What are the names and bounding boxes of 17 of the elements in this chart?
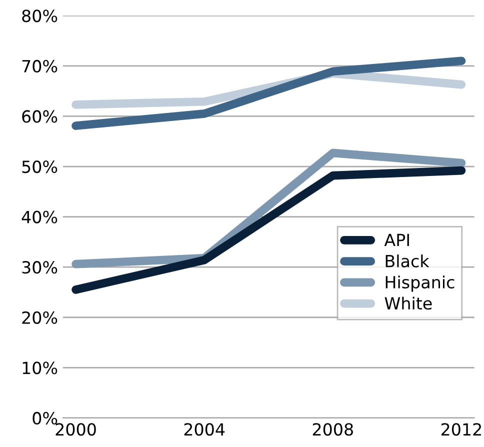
y-tick-label: 10% xyxy=(22,362,58,374)
x-tick-label: 2004 xyxy=(184,423,225,436)
legend-label: API xyxy=(384,234,409,246)
y-tick-label: 0% xyxy=(32,412,58,425)
legend-label: White xyxy=(384,296,432,310)
y-tick-label: 30% xyxy=(22,261,58,274)
x-tick-label: 2000 xyxy=(56,423,96,436)
y-tick-label: 50% xyxy=(22,160,58,174)
y-tick-label: 60% xyxy=(22,110,58,123)
y-tick-label: 40% xyxy=(22,210,58,224)
legend-label: Hispanic xyxy=(386,276,454,292)
y-tick-label: 80% xyxy=(22,10,58,22)
legend-label: Black xyxy=(386,254,430,268)
y-tick-label: 70% xyxy=(22,60,58,72)
x-tick-label: 2012 xyxy=(441,423,481,436)
y-tick-label: 20% xyxy=(22,311,58,324)
x-tick-label: 2008 xyxy=(312,423,353,436)
